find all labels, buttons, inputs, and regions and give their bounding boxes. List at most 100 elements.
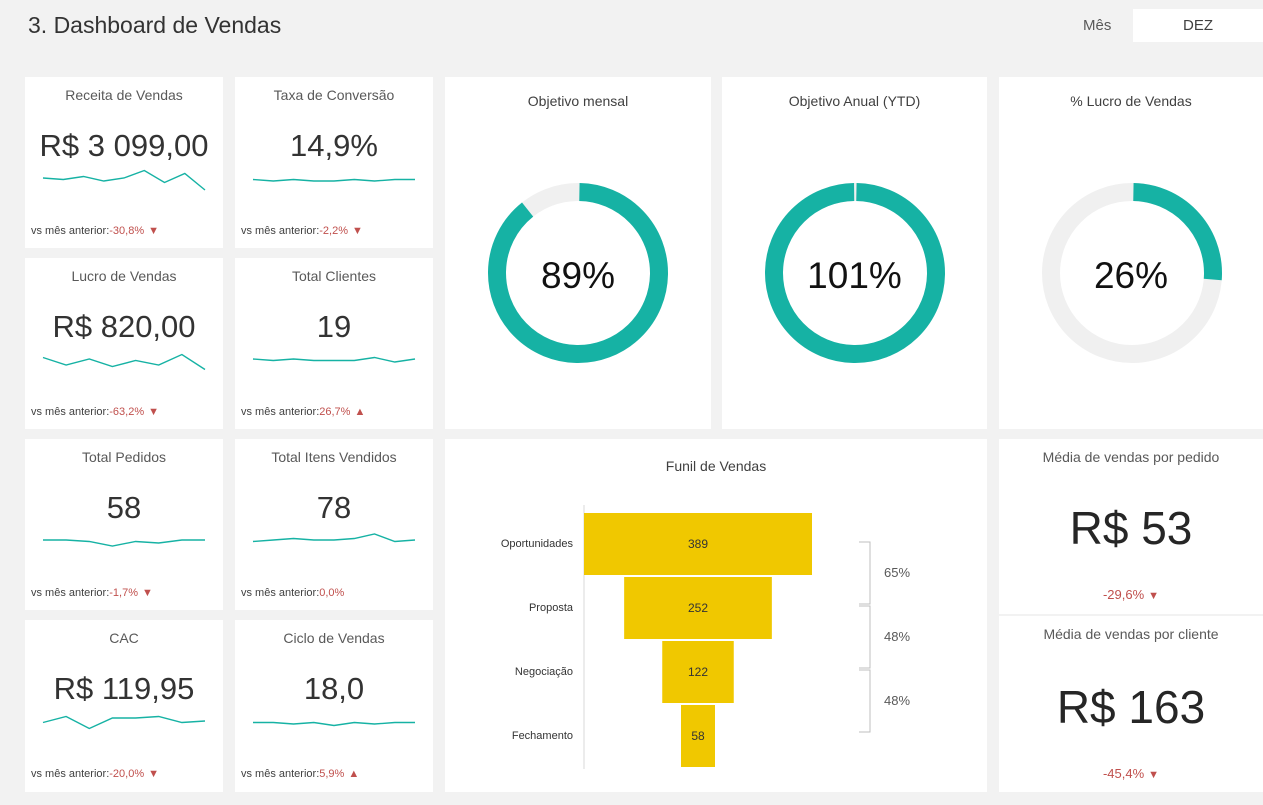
donut-title: % Lucro de Vendas xyxy=(1070,93,1192,109)
kpi-title: Ciclo de Vendas xyxy=(283,630,385,646)
sparkline-series xyxy=(252,356,416,363)
kpi-card-clientes: Total Clientes 19 vs mês anterior:26,7% ▲ xyxy=(235,258,433,429)
avg-comparison: -45,4% ▼ xyxy=(1102,766,1160,781)
kpi-value: 19 xyxy=(316,309,352,344)
funnel-stage-label: Fechamento xyxy=(512,730,573,742)
kpi-comparison: vs mês anterior:-30,8% ▼ xyxy=(31,225,159,237)
kpi-card-ciclo: Ciclo de Vendas 18,0 vs mês anterior:5,9… xyxy=(235,620,433,792)
kpi-comparison: vs mês anterior:0,0% xyxy=(241,587,345,599)
kpi-value: R$ 820,00 xyxy=(52,309,196,344)
kpi-card-lucro: Lucro de Vendas R$ 820,00 vs mês anterio… xyxy=(25,258,223,429)
kpi-value: 14,9% xyxy=(290,128,378,163)
trend-down-icon: ▼ xyxy=(1148,590,1160,602)
funnel-title: Funil de Vendas xyxy=(665,458,767,474)
funnel-conversion-bracket xyxy=(859,669,871,733)
kpi-value: 78 xyxy=(316,490,352,525)
funnel-value-label: 122 xyxy=(688,665,708,679)
funnel-bar xyxy=(624,577,772,639)
sparkline-series xyxy=(42,353,206,371)
sparkline-series xyxy=(253,721,415,727)
kpi-value: 18,0 xyxy=(303,671,365,706)
donut-percentage: 26% xyxy=(1093,255,1169,296)
funnel-conversion-label: 48% xyxy=(884,693,910,708)
funnel-card: Funil de Vendas 389 Oportunidades 252 Propo… xyxy=(445,439,987,792)
trend-down-icon: ▼ xyxy=(148,768,159,780)
trend-down-icon: ▼ xyxy=(352,225,363,237)
donut-chart xyxy=(1042,183,1222,363)
kpi-title: Total Itens Vendidos xyxy=(271,449,397,465)
sparkline xyxy=(43,539,205,547)
funnel-stage-label: Negociação xyxy=(515,666,573,678)
funnel-bar xyxy=(662,641,734,703)
funnel-conversion-bracket xyxy=(859,605,871,669)
donut-percentage: 101% xyxy=(807,255,902,296)
donut-chart xyxy=(488,183,668,363)
avg-title: Média de vendas por pedido xyxy=(1042,449,1220,465)
kpi-comparison: vs mês anterior:-20,0% ▼ xyxy=(31,768,159,780)
month-filter-select[interactable]: DEZ xyxy=(1133,9,1263,42)
trend-down-icon: ▼ xyxy=(148,406,159,418)
sparkline-series xyxy=(252,178,415,182)
donut-chart xyxy=(765,183,945,363)
sparkline xyxy=(42,353,206,371)
kpi-comparison: vs mês anterior:26,7% ▲ xyxy=(241,406,366,418)
kpi-title: Lucro de Vendas xyxy=(71,268,177,284)
kpi-title: Receita de Vendas xyxy=(65,87,183,103)
kpi-title: Taxa de Conversão xyxy=(273,87,395,103)
kpi-card-receita: Receita de Vendas R$ 3 099,00 vs mês ant… xyxy=(25,77,223,248)
sparkline xyxy=(42,715,206,730)
kpi-comparison: vs mês anterior:5,9% ▲ xyxy=(241,768,360,780)
donut-card-objetivo-anual: Objetivo Anual (YTD) 101% xyxy=(722,77,987,429)
kpi-value: R$ 3 099,00 xyxy=(39,128,209,163)
sparkline-series xyxy=(42,169,206,191)
avg-comparison: -29,6% ▼ xyxy=(1102,587,1160,602)
kpi-comparison: vs mês anterior:-2,2% ▼ xyxy=(241,225,363,237)
funnel-bar xyxy=(584,513,812,575)
funnel-value-label: 252 xyxy=(688,601,708,615)
sparkline xyxy=(252,178,415,182)
kpi-title: Total Clientes xyxy=(291,268,377,284)
donut-title: Objetivo Anual (YTD) xyxy=(788,93,921,109)
funnel-value-label: 389 xyxy=(688,537,708,551)
donut-percentage: 89% xyxy=(540,255,616,296)
avg-card-cliente: Média de vendas por cliente R$ 163 -45,4… xyxy=(999,616,1263,792)
kpi-value: R$ 119,95 xyxy=(53,671,195,706)
sparkline-series xyxy=(43,539,205,547)
funnel-bar xyxy=(681,705,715,767)
kpi-title: Total Pedidos xyxy=(81,449,167,465)
funnel-stage-label: Oportunidades xyxy=(501,538,574,550)
funnel-conversion-label: 48% xyxy=(884,629,910,644)
avg-value: R$ 163 xyxy=(1056,681,1206,733)
kpi-comparison: vs mês anterior:-1,7% ▼ xyxy=(31,587,153,599)
kpi-card-itens: Total Itens Vendidos 78 vs mês anterior:… xyxy=(235,439,433,610)
avg-value: R$ 53 xyxy=(1069,502,1193,554)
trend-down-icon: ▼ xyxy=(148,225,159,237)
avg-title: Média de vendas por cliente xyxy=(1043,626,1219,642)
kpi-comparison: vs mês anterior:-63,2% ▼ xyxy=(31,406,159,418)
donut-title: Objetivo mensal xyxy=(527,93,629,109)
sparkline-series xyxy=(42,715,206,730)
sparkline xyxy=(252,356,416,363)
page-title: 3. Dashboard de Vendas xyxy=(28,12,282,38)
trend-down-icon: ▼ xyxy=(142,587,153,599)
sparkline xyxy=(42,169,206,191)
donut-progress-arc xyxy=(1042,183,1222,363)
trend-down-icon: ▼ xyxy=(1148,769,1160,781)
sparkline xyxy=(252,533,416,543)
avg-card-pedido: Média de vendas por pedido R$ 53 -29,6% ▼ xyxy=(999,439,1263,614)
trend-up-icon: ▲ xyxy=(354,406,366,418)
kpi-card-cac: CAC R$ 119,95 vs mês anterior:-20,0% ▼ xyxy=(25,620,223,792)
funnel-chart: 389 Oportunidades 252 Proposta 122 Negociação… xyxy=(501,505,910,769)
funnel-conversion-bracket xyxy=(859,541,871,605)
donut-card-lucro-vendas: % Lucro de Vendas 26% xyxy=(999,77,1263,429)
kpi-card-pedidos: Total Pedidos 58 vs mês anterior:-1,7% ▼ xyxy=(25,439,223,610)
sparkline xyxy=(253,721,415,727)
kpi-card-conversao: Taxa de Conversão 14,9% vs mês anterior:… xyxy=(235,77,433,248)
kpi-value: 58 xyxy=(106,490,142,525)
trend-up-icon: ▲ xyxy=(348,768,360,780)
funnel-value-label: 58 xyxy=(691,729,705,743)
funnel-conversion-label: 65% xyxy=(884,565,910,580)
sparkline-series xyxy=(252,533,416,543)
month-filter-label: Mês xyxy=(1083,17,1112,34)
funnel-stage-label: Proposta xyxy=(529,602,574,614)
